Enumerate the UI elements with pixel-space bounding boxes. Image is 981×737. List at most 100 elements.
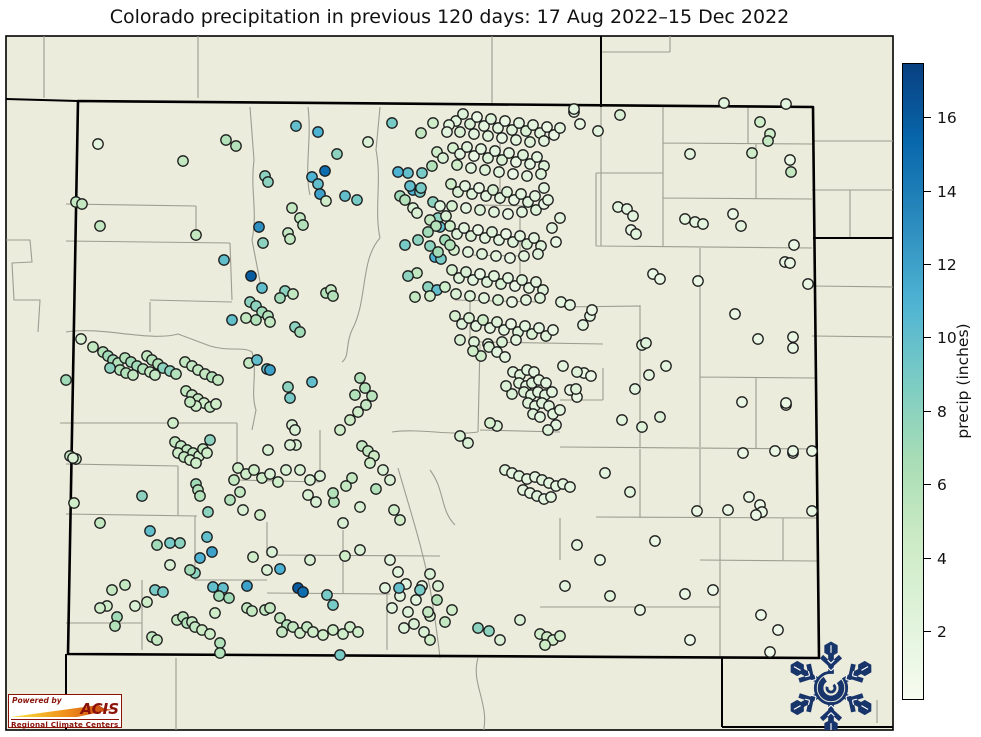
station-dot [209,607,221,619]
station-dot [262,176,274,188]
station-dot [479,164,491,176]
colorbar-tick-label: 4 [937,549,947,568]
station-dot [294,464,306,476]
station-dot [264,468,276,480]
station-dot [493,166,505,178]
colorbar-tick-label: 8 [937,402,947,421]
station-dot [679,588,691,600]
station-dot [542,424,554,436]
station-dot [404,180,416,192]
snowflake-arm [819,641,843,674]
station-dot [488,270,500,282]
station-dot [737,447,749,459]
station-dot [206,546,218,558]
station-dot [399,194,411,206]
colorbar-tick [924,557,931,559]
station-dot [94,517,106,529]
station-dot [366,390,378,402]
station-dot [282,381,294,393]
station-dot [510,156,522,168]
station-dot [519,320,531,332]
station-dot [649,535,661,547]
station-dot [319,165,331,177]
station-dot [640,337,652,349]
station-dot [463,312,475,324]
station-dot [94,220,106,232]
station-dot [202,506,214,518]
station-dot [164,559,176,571]
snowflake-arm [790,660,821,684]
station-dot [247,551,259,563]
station-dot [334,424,346,436]
station-dot [422,606,434,618]
acis-divider [11,718,119,720]
snowflake-arm [819,702,843,730]
station-dot [501,186,513,198]
station-dot [541,121,553,133]
station-dot [312,178,324,190]
station-dot [289,424,301,436]
station-dot [750,509,762,521]
station-dot [344,414,356,426]
station-dot [546,222,558,234]
station-dot [787,445,799,457]
station-dot [457,108,469,120]
station-dot [445,178,457,190]
station-dot [535,168,547,180]
station-dot [317,629,329,641]
station-dot [127,369,139,381]
station-dot [194,490,206,502]
station-dot [67,452,79,464]
station-dot [614,109,626,121]
station-dot [276,626,288,638]
station-dot [460,266,472,278]
station-dot [234,486,246,498]
station-dot [531,151,543,163]
station-dot [220,134,232,146]
station-dot [164,537,176,549]
station-dot [386,117,398,129]
station-dot [167,417,179,429]
station-dot [494,634,506,646]
station-dot [213,590,225,602]
station-dot [327,487,339,499]
station-dot [564,299,576,311]
station-dot [545,491,557,503]
station-dot [472,622,484,634]
station-dot [248,464,260,476]
station-dot [354,501,366,513]
station-dot [475,143,487,155]
station-dot [474,268,486,280]
station-dot [538,182,550,194]
station-dot [806,505,818,517]
station-dot [237,504,249,516]
station-dot [261,564,273,576]
colorbar-tick-label: 10 [937,329,957,348]
station-dot [502,272,514,284]
station-dot [354,544,366,556]
station-dot [476,248,488,260]
station-dot [554,630,566,642]
station-dot [468,128,480,140]
station-dot [496,154,508,166]
station-dot [755,609,767,621]
station-dot [349,389,361,401]
colorbar-tick [924,264,931,266]
station-dot [692,275,704,287]
station-dot [454,126,466,138]
station-dot [431,594,443,606]
station-dot [302,489,314,501]
colorbar-tick-label: 6 [937,476,947,495]
station-dot [190,457,202,469]
station-dot [534,411,546,423]
station-dot [489,145,501,157]
station-dot [510,134,522,146]
station-dot [384,554,396,566]
station-dot [488,206,500,218]
station-dot [735,220,747,232]
station-dot [418,626,430,638]
station-dot [636,421,648,433]
station-dot [307,626,319,638]
station-dot [432,246,444,258]
colorbar-label: precip (inches) [954,323,972,439]
